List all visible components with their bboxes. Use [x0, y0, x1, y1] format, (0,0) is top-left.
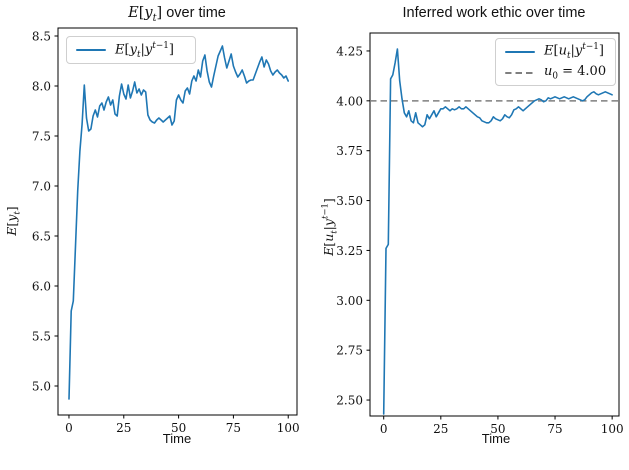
svg-text:4.25: 4.25: [336, 44, 363, 58]
legend-label: E[ut|yt−1]: [544, 42, 604, 62]
legend-label: u0 = 4.00: [544, 64, 607, 82]
svg-text:75: 75: [547, 422, 562, 436]
svg-text:8.0: 8.0: [32, 80, 51, 94]
right-plot-title: Inferred work ethic over time: [403, 5, 586, 21]
svg-text:2.50: 2.50: [336, 394, 363, 408]
right-plot-legend: E[ut|yt−1] u0 = 4.00: [495, 38, 616, 86]
svg-text:0: 0: [380, 422, 388, 436]
legend-row: E[ut|yt−1]: [505, 42, 606, 61]
left-plot-title-math: E[yt]: [128, 5, 163, 24]
left-plot-title: E[yt] over time: [128, 5, 226, 24]
legend-row: E[yt|yt−1]: [76, 40, 186, 60]
legend-dashed-line-sample: [505, 71, 535, 75]
right-plot-title-text: Inferred work ethic over time: [402, 5, 586, 21]
svg-text:6.0: 6.0: [32, 280, 51, 294]
svg-text:7.5: 7.5: [32, 130, 51, 144]
legend-solid-line-sample: [505, 50, 535, 53]
legend-row: u0 = 4.00: [505, 64, 606, 82]
svg-text:25: 25: [116, 421, 131, 435]
svg-text:0: 0: [65, 421, 73, 435]
legend-solid-line-sample: [76, 48, 106, 52]
svg-text:50: 50: [171, 421, 186, 435]
svg-text:4.00: 4.00: [336, 94, 363, 108]
left-y-axis-label: E[yt]: [3, 206, 23, 236]
svg-text:25: 25: [433, 422, 448, 436]
right-y-axis-label: E[ut|yt−1]: [320, 198, 340, 256]
svg-text:7.0: 7.0: [32, 180, 51, 194]
svg-text:3.50: 3.50: [336, 194, 363, 208]
left-plot-title-text: over time: [162, 5, 226, 21]
svg-text:3.75: 3.75: [336, 144, 363, 158]
left-x-axis-label: Time: [162, 431, 192, 446]
svg-text:5.5: 5.5: [32, 330, 51, 344]
svg-text:3.00: 3.00: [336, 294, 363, 308]
svg-text:50: 50: [490, 422, 505, 436]
right-x-axis-label: Time: [481, 431, 511, 446]
svg-text:100: 100: [277, 421, 300, 435]
left-plot-legend: E[yt|yt−1]: [66, 36, 196, 64]
svg-text:75: 75: [226, 421, 241, 435]
svg-text:6.5: 6.5: [32, 230, 51, 244]
svg-text:8.5: 8.5: [32, 30, 51, 44]
svg-text:3.25: 3.25: [336, 244, 363, 258]
svg-text:100: 100: [601, 422, 624, 436]
legend-label: E[yt|yt−1]: [115, 40, 174, 60]
svg-text:2.75: 2.75: [336, 344, 363, 358]
svg-text:5.0: 5.0: [32, 380, 51, 394]
